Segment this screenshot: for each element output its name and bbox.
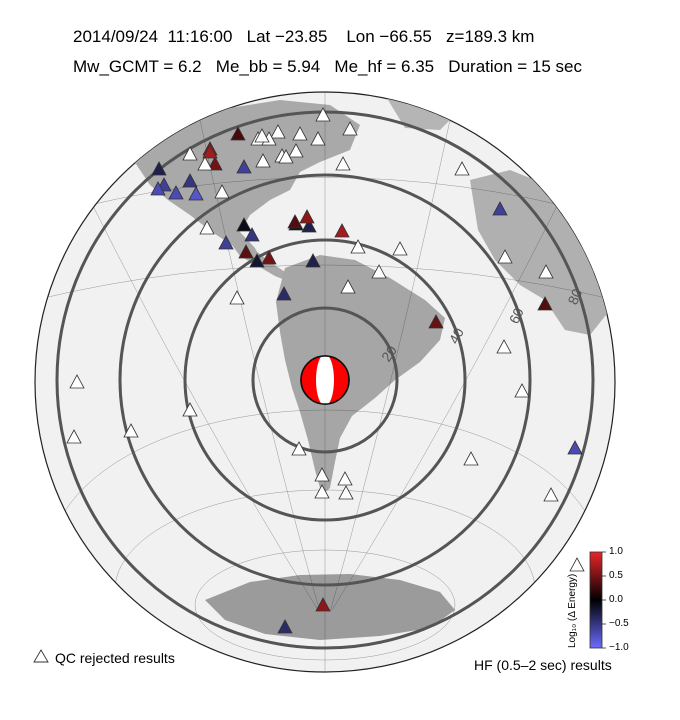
distance-contours: [55, 110, 595, 650]
station-triangle-icon: [182, 173, 198, 188]
land-south-america: [276, 255, 445, 495]
station-rejected-triangle-icon: [496, 339, 512, 354]
station-triangle-icon: [244, 227, 260, 242]
station-rejected-triangle-icon: [197, 156, 213, 171]
station-rejected-triangle-icon: [310, 131, 326, 146]
contour-40: [183, 238, 467, 522]
land-antarctica: [205, 574, 455, 640]
colorbar-tick: 0.5: [609, 570, 623, 581]
event-header-line-2: Mw_GCMT = 6.2 Me_bb = 5.94 Me_hf = 6.35 …: [73, 57, 583, 76]
station-triangle-icon: [151, 161, 167, 176]
land-north-america: [130, 100, 360, 262]
colorbar-tick: −0.5: [609, 618, 629, 629]
station-rejected-triangle-icon: [292, 126, 308, 141]
station-rejected-triangle-icon: [338, 485, 354, 500]
contour-20: [251, 306, 399, 454]
hf-results-label: HF (0.5–2 sec) results: [474, 657, 612, 673]
station-rejected-triangle-icon: [314, 484, 330, 499]
station-rejected-triangle-icon: [392, 241, 408, 256]
contour-label-40: 40: [446, 325, 468, 346]
station-triangle-icon: [567, 440, 583, 455]
colorbar: [589, 551, 603, 649]
station-rejected-triangle-icon: [123, 423, 139, 438]
station-triangle-icon: [537, 296, 553, 311]
station-rejected-triangle-icon: [255, 153, 271, 168]
station-rejected-triangle-icon: [337, 471, 353, 486]
qc-rejected-legend: QC rejected results: [55, 650, 175, 666]
station-markers: [66, 107, 585, 634]
station-rejected-triangle-icon: [497, 249, 513, 264]
station-rejected-triangle-icon: [315, 107, 331, 122]
colorbar-tick: 1.0: [609, 546, 623, 557]
station-rejected-triangle-icon: [278, 149, 294, 164]
colorbar-tick: −1.0: [609, 642, 629, 653]
station-rejected-triangle-icon: [182, 146, 198, 161]
station-triangle-icon: [218, 235, 234, 250]
station-triangle-icon: [276, 286, 292, 301]
station-triangle-icon: [168, 185, 184, 200]
station-rejected-triangle-icon: [342, 121, 358, 136]
station-rejected-triangle-icon: [288, 143, 304, 158]
station-triangle-icon: [188, 186, 204, 201]
station-triangle-icon: [492, 201, 508, 216]
graticule: [35, 92, 615, 672]
station-triangle-icon: [261, 250, 277, 265]
triangle-icon: [33, 649, 49, 663]
station-rejected-triangle-icon: [270, 124, 286, 139]
station-rejected-triangle-icon: [340, 279, 356, 294]
station-rejected-triangle-icon: [314, 467, 330, 482]
station-triangle-icon: [428, 314, 444, 329]
station-rejected-triangle-icon: [463, 451, 479, 466]
colorbar-tick: 0.0: [609, 594, 623, 605]
station-triangle-icon: [287, 214, 303, 229]
station-triangle-icon: [230, 126, 246, 141]
station-triangle-icon: [334, 223, 350, 238]
station-rejected-triangle-icon: [371, 264, 387, 279]
station-rejected-triangle-icon: [543, 487, 559, 502]
station-rejected-triangle-icon: [569, 557, 585, 572]
station-rejected-triangle-icon: [514, 383, 530, 398]
station-rejected-triangle-icon: [335, 156, 351, 171]
station-rejected-triangle-icon: [350, 239, 366, 254]
station-triangle-icon: [202, 144, 218, 159]
contour-60: [118, 173, 532, 587]
station-triangle-icon: [238, 244, 254, 259]
station-rejected-triangle-icon: [199, 220, 215, 235]
station-triangle-icon: [299, 209, 315, 224]
station-rejected-triangle-icon: [538, 264, 554, 279]
station-rejected-triangle-icon: [229, 290, 245, 305]
event-header-line-1: 2014/09/24 11:16:00 Lat −23.85 Lon −66.5…: [73, 27, 535, 46]
station-triangle-icon: [305, 253, 321, 268]
station-triangle-icon: [301, 218, 317, 233]
station-triangle-icon: [277, 619, 293, 634]
station-triangle-icon: [236, 217, 252, 232]
contour-label-80: 80: [564, 286, 585, 307]
station-triangle-icon: [150, 181, 166, 196]
station-rejected-triangle-icon: [291, 441, 307, 456]
station-rejected-triangle-icon: [69, 374, 85, 389]
station-rejected-triangle-icon: [66, 429, 82, 444]
station-triangle-icon: [249, 253, 265, 268]
station-triangle-icon: [236, 159, 252, 174]
station-rejected-triangle-icon: [454, 161, 470, 176]
contour-label-60: 60: [506, 305, 527, 326]
colorbar-label: Log₁₀ (Δ Energy): [567, 573, 578, 648]
station-triangle-icon: [315, 597, 331, 612]
beachball-icon: [300, 355, 350, 405]
station-rejected-triangle-icon: [254, 128, 270, 143]
station-triangle-icon: [207, 156, 223, 171]
station-rejected-triangle-icon: [214, 184, 230, 199]
station-rejected-triangle-icon: [182, 402, 198, 417]
